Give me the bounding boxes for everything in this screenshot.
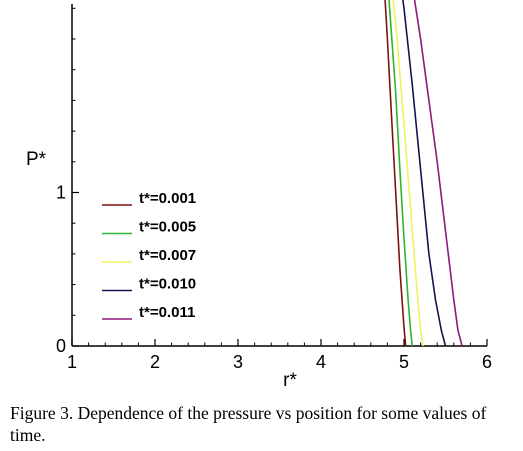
figure-caption: Figure 3. Dependence of the pressure vs …: [10, 403, 487, 445]
series-line-5: [413, 0, 463, 347]
pressure-position-chart: 123456013P*r* t*=0.001t*=0.005t*=0.007t*…: [26, 0, 492, 391]
x-axis-label: r*: [283, 370, 297, 391]
legend-label-1: t*=0.001: [139, 190, 196, 207]
y-tick-label: 0: [56, 336, 66, 356]
y-axis-label: P*: [26, 149, 47, 170]
legend-label-2: t*=0.005: [139, 219, 196, 236]
series-line-2: [388, 0, 414, 347]
y-tick-label: 1: [56, 183, 66, 203]
x-tick-label: 4: [316, 352, 326, 372]
series-line-1: [384, 0, 407, 347]
plot-area: 123456013P*r*: [26, 0, 492, 391]
legend: t*=0.001 t*=0.005 t*=0.007 t*=0.010 t*=0.011: [102, 190, 196, 321]
x-tick-label: 2: [150, 352, 160, 372]
series-line-3: [392, 0, 424, 347]
x-tick-label: 3: [233, 352, 243, 372]
legend-label-3: t*=0.007: [139, 247, 196, 264]
legend-label-4: t*=0.010: [139, 276, 196, 293]
legend-label-5: t*=0.011: [139, 304, 195, 321]
x-tick-label: 1: [67, 352, 77, 372]
series-line-4: [402, 0, 447, 347]
x-tick-label: 6: [482, 352, 492, 372]
x-tick-label: 5: [399, 352, 409, 372]
